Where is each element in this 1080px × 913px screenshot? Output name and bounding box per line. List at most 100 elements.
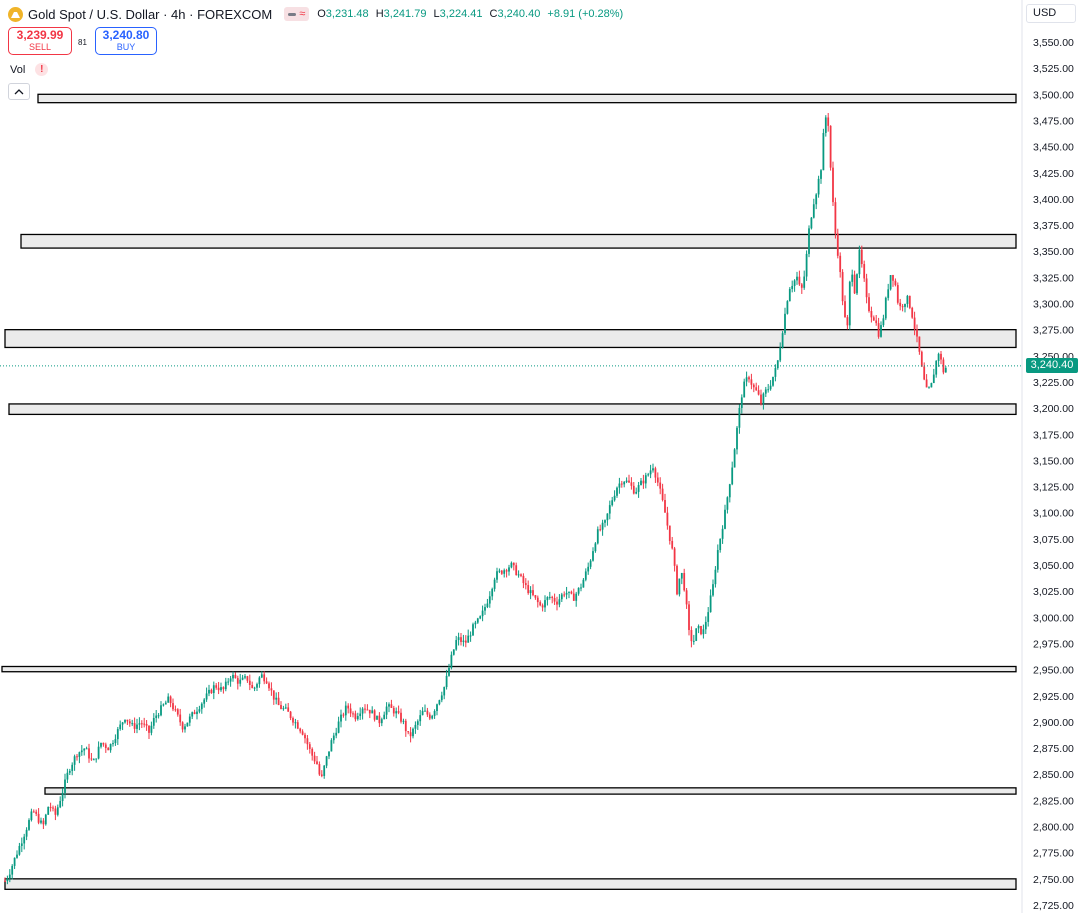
- volume-indicator[interactable]: Vol !: [10, 63, 49, 76]
- candle-up: [220, 687, 222, 691]
- candle-down: [366, 709, 369, 711]
- candle-up: [335, 732, 338, 736]
- candle-up: [13, 857, 16, 866]
- candle-down: [688, 604, 690, 631]
- candle-up: [359, 713, 362, 717]
- candle-up: [498, 570, 501, 572]
- candle-down: [277, 697, 280, 706]
- price-tick-label: 3,025.00: [1033, 586, 1074, 598]
- candle-down: [668, 525, 671, 541]
- candle-up: [112, 743, 114, 745]
- zone-2835[interactable]: [44, 787, 1017, 795]
- price-tick-label: 3,450.00: [1033, 142, 1074, 154]
- candle-up: [20, 843, 23, 846]
- candle-down: [913, 317, 916, 330]
- zone-3200[interactable]: [8, 403, 1017, 416]
- candle-down: [748, 377, 750, 380]
- candle-down: [541, 605, 544, 608]
- candle-down: [863, 264, 866, 279]
- candle-up: [136, 724, 138, 729]
- candle-up: [385, 706, 388, 715]
- candle-up: [906, 295, 909, 304]
- candle-up: [712, 584, 714, 596]
- price-tick-label: 3,100.00: [1033, 508, 1074, 520]
- buy-button[interactable]: 3,240.80 BUY: [95, 27, 157, 55]
- zone-rectangles[interactable]: [1, 93, 1017, 890]
- sell-button[interactable]: 3,239.99 SELL: [8, 27, 72, 55]
- candle-up: [431, 715, 434, 719]
- candle-up: [380, 719, 383, 724]
- candle-up: [18, 845, 21, 855]
- price-tick-label: 2,750.00: [1033, 874, 1074, 886]
- candle-down: [760, 394, 762, 404]
- candle-down: [896, 285, 899, 303]
- candle-down: [527, 585, 530, 594]
- candle-down: [642, 480, 645, 484]
- candle-up: [414, 724, 417, 729]
- candle-up: [16, 854, 18, 858]
- candle-down: [296, 722, 299, 729]
- candle-down: [834, 202, 837, 234]
- candle-up: [260, 674, 263, 678]
- symbol-title[interactable]: Gold Spot / U.S. Dollar · 4h · FOREXCOM: [28, 6, 273, 22]
- candle-down: [145, 724, 148, 726]
- candle-up: [803, 276, 806, 288]
- candle-up: [205, 693, 208, 700]
- candle-up: [702, 629, 705, 635]
- candle-up: [424, 710, 426, 712]
- candle-up: [229, 678, 232, 682]
- candle-down: [940, 353, 942, 360]
- candle-up: [724, 509, 726, 529]
- candle-up: [820, 170, 822, 179]
- candle-up: [438, 700, 441, 705]
- candle-up: [116, 729, 119, 740]
- candle-up: [745, 377, 748, 382]
- candle-up: [544, 600, 546, 608]
- candle-down: [664, 500, 666, 513]
- candle-up: [395, 711, 398, 714]
- candle-down: [270, 688, 273, 691]
- candle-down: [572, 593, 575, 601]
- zone-2745[interactable]: [4, 878, 1017, 890]
- candle-down: [4, 880, 6, 882]
- candle-down: [865, 278, 868, 298]
- candle-down: [263, 674, 266, 682]
- candle-down: [32, 811, 35, 813]
- chevron-up-icon: [14, 88, 24, 94]
- candle-down: [37, 813, 40, 823]
- candle-down: [392, 707, 395, 714]
- zone-2950[interactable]: [1, 665, 1017, 673]
- zone-3270[interactable]: [4, 329, 1017, 349]
- candle-up: [28, 820, 30, 830]
- candle-up: [728, 484, 731, 498]
- candle-down: [90, 758, 93, 760]
- candle-up: [851, 274, 854, 282]
- candle-up: [882, 318, 885, 326]
- candle-down: [390, 704, 393, 708]
- candle-up: [78, 752, 81, 757]
- zone-3500[interactable]: [37, 93, 1017, 104]
- candle-up: [589, 560, 592, 567]
- candle-up: [191, 712, 194, 717]
- candle-down: [505, 570, 508, 572]
- candle-up: [616, 487, 618, 496]
- candle-up: [200, 703, 203, 710]
- candle-up: [23, 836, 26, 844]
- price-tick-label: 3,300.00: [1033, 299, 1074, 311]
- currency-selector[interactable]: USD: [1026, 4, 1076, 23]
- low-value: 3,224.41: [439, 8, 483, 20]
- candle-up: [457, 637, 460, 641]
- candle-up: [697, 625, 700, 629]
- open-value: 3,231.48: [325, 8, 369, 20]
- compare-toggle[interactable]: ≈: [284, 7, 310, 21]
- warning-icon[interactable]: !: [35, 63, 49, 76]
- collapse-legend-button[interactable]: [8, 83, 30, 100]
- price-axis[interactable]: 3,550.00 3,525.00 3,500.00 3,475.00 3,450.00…: [1021, 0, 1074, 913]
- candle-down: [798, 276, 801, 285]
- candle-down: [832, 167, 834, 203]
- candle-up: [325, 756, 328, 766]
- candle-up: [212, 685, 215, 694]
- candle-down: [836, 233, 839, 256]
- zone-3360[interactable]: [20, 233, 1017, 249]
